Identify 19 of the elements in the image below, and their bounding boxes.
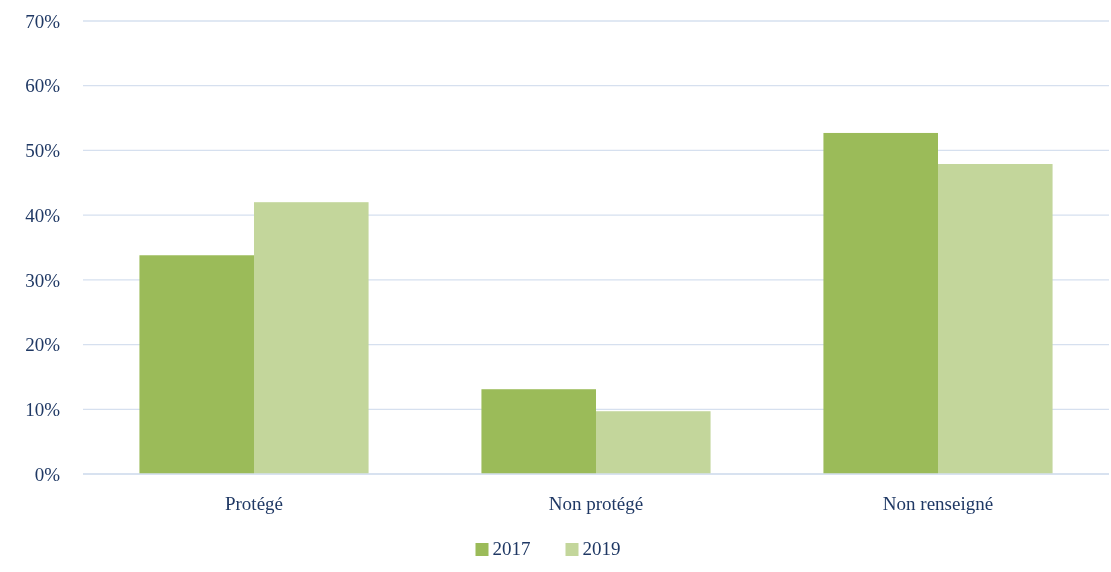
y-tick-label: 70% bbox=[25, 10, 61, 32]
x-tick-label: Non protégé bbox=[548, 493, 644, 514]
y-tick-label: 10% bbox=[25, 398, 61, 420]
y-tick-label: 0% bbox=[34, 463, 61, 485]
bar bbox=[481, 389, 596, 474]
y-tick-label: 50% bbox=[25, 140, 61, 162]
x-tick-label: Protégé bbox=[224, 493, 284, 514]
legend-label: 2017 bbox=[492, 538, 531, 559]
bar bbox=[938, 164, 1053, 474]
y-tick-label: 20% bbox=[25, 334, 61, 356]
bar bbox=[823, 132, 938, 474]
bar bbox=[254, 202, 369, 474]
bar bbox=[139, 255, 254, 474]
x-tick-label: Non renseigné bbox=[882, 493, 994, 514]
y-tick-label: 30% bbox=[25, 269, 61, 291]
y-tick-label: 40% bbox=[25, 204, 61, 226]
y-tick-label: 60% bbox=[25, 75, 61, 97]
bar bbox=[596, 411, 711, 474]
legend-label: 2019 bbox=[582, 538, 621, 559]
